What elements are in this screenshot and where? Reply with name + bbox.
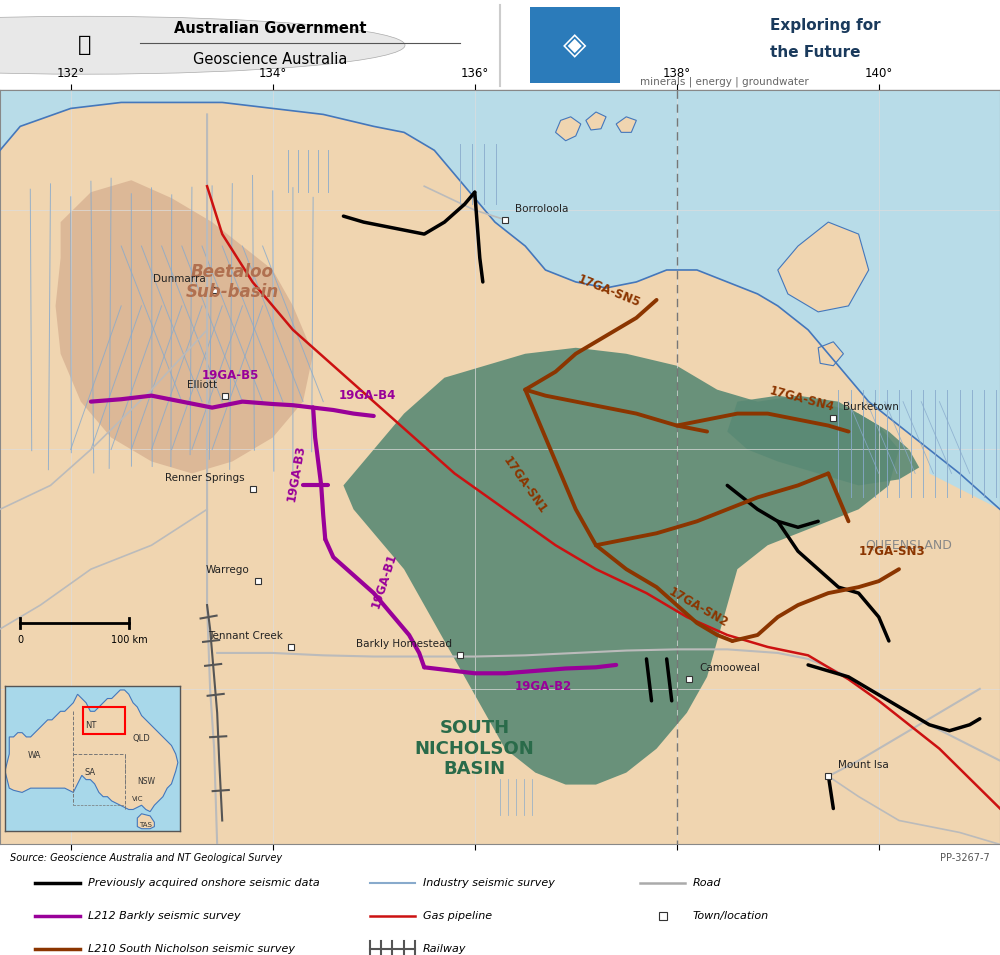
Text: 17GA-SN1: 17GA-SN1 (500, 455, 549, 517)
Text: 17GA-SN5: 17GA-SN5 (576, 273, 643, 310)
Text: 19GA-B2: 19GA-B2 (515, 680, 572, 693)
Text: Renner Springs: Renner Springs (165, 473, 244, 483)
Text: the Future: the Future (770, 45, 860, 60)
Text: Warrego: Warrego (206, 565, 249, 575)
Polygon shape (56, 180, 313, 474)
Text: Barkly Homestead: Barkly Homestead (356, 639, 452, 649)
Text: WA: WA (28, 752, 42, 760)
Text: Australian Government: Australian Government (174, 21, 366, 36)
Bar (83, 707, 125, 734)
Text: Camooweal: Camooweal (699, 664, 760, 673)
Text: Gas pipeline: Gas pipeline (423, 911, 492, 922)
Text: Geoscience Australia: Geoscience Australia (193, 53, 347, 67)
Circle shape (0, 16, 405, 74)
Text: L212 Barkly seismic survey: L212 Barkly seismic survey (88, 911, 241, 922)
Text: Previously acquired onshore seismic data: Previously acquired onshore seismic data (88, 879, 320, 888)
Text: ◈: ◈ (563, 31, 587, 60)
Text: Dunmarra: Dunmarra (153, 274, 206, 285)
Text: Tennant Creek: Tennant Creek (208, 631, 283, 641)
Text: Railway: Railway (423, 944, 466, 954)
Text: 100 km: 100 km (111, 635, 148, 645)
Text: 19GA-B4: 19GA-B4 (338, 389, 396, 402)
Text: Borroloola: Borroloola (515, 203, 569, 214)
Polygon shape (929, 91, 1000, 509)
Text: SOUTH
NICHOLSON
BASIN: SOUTH NICHOLSON BASIN (415, 719, 535, 778)
Polygon shape (616, 117, 636, 133)
Text: 🦁: 🦁 (78, 35, 92, 55)
Polygon shape (818, 342, 843, 366)
Text: Beetaloo
Sub-basin: Beetaloo Sub-basin (186, 263, 279, 302)
Text: Industry seismic survey: Industry seismic survey (423, 879, 555, 888)
Text: 17GA-SN3: 17GA-SN3 (859, 544, 925, 558)
Text: QUEENSLAND: QUEENSLAND (866, 539, 953, 552)
Text: 17GA-SN4: 17GA-SN4 (768, 384, 836, 414)
Polygon shape (343, 348, 899, 785)
Text: VIC: VIC (132, 796, 143, 802)
Text: Exploring for: Exploring for (770, 18, 881, 32)
Polygon shape (778, 223, 869, 312)
Text: minerals | energy | groundwater: minerals | energy | groundwater (640, 76, 809, 87)
Polygon shape (556, 117, 581, 140)
Text: Burketown: Burketown (843, 402, 899, 413)
Text: L210 South Nicholson seismic survey: L210 South Nicholson seismic survey (88, 944, 295, 954)
Polygon shape (5, 690, 178, 812)
Text: QLD: QLD (133, 734, 150, 743)
Text: Elliott: Elliott (187, 380, 217, 390)
Text: Mount Isa: Mount Isa (838, 760, 889, 771)
Text: 19GA-B5: 19GA-B5 (202, 369, 259, 382)
Text: NT: NT (85, 721, 96, 731)
Polygon shape (0, 91, 1000, 509)
Text: 19GA-B1: 19GA-B1 (369, 552, 399, 610)
Text: Source: Geoscience Australia and NT Geological Survey: Source: Geoscience Australia and NT Geol… (10, 853, 282, 863)
Polygon shape (586, 112, 606, 130)
Polygon shape (727, 395, 919, 485)
Text: Road: Road (693, 879, 722, 888)
Text: 19GA-B3: 19GA-B3 (285, 444, 308, 502)
Text: NORTHERN
TERRITORY: NORTHERN TERRITORY (25, 699, 96, 727)
Text: SA: SA (85, 769, 96, 777)
Text: TAS: TAS (139, 821, 152, 828)
Polygon shape (137, 814, 154, 829)
Text: Town/location: Town/location (693, 911, 769, 922)
Text: PP-3267-7: PP-3267-7 (940, 853, 990, 863)
Text: 0: 0 (17, 635, 23, 645)
Text: 17GA-SN2: 17GA-SN2 (667, 585, 731, 629)
FancyBboxPatch shape (530, 8, 620, 83)
Text: NSW: NSW (137, 776, 155, 786)
